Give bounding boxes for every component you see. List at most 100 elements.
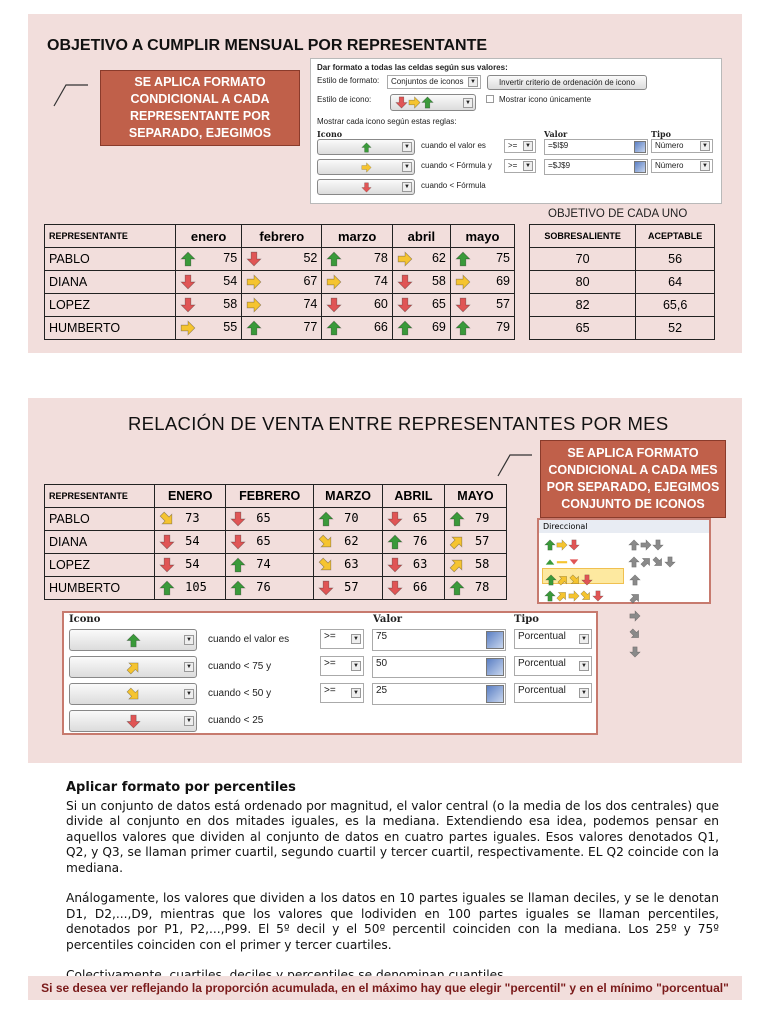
range-picker-icon[interactable]: [486, 631, 504, 649]
col-value-header: Valor: [544, 129, 568, 139]
sales-value: 74: [373, 274, 388, 288]
objective-table: SOBRESALIENTE ACEPTABLE 70 56 80 64 82 65,6 65 52: [528, 224, 715, 340]
icon-select[interactable]: ▼: [69, 683, 197, 705]
type-select[interactable]: Número ▼: [651, 159, 713, 173]
dash-yellow-arrow-icon: [556, 555, 568, 567]
value-input[interactable]: 25: [372, 683, 506, 705]
sales-cell: 74: [321, 270, 393, 294]
down-red-arrow-icon: [592, 589, 604, 602]
column-header: abril: [391, 224, 451, 248]
range-picker-icon[interactable]: [486, 658, 504, 676]
icon-set-option[interactable]: [542, 534, 706, 553]
up-green-arrow-icon: [318, 511, 334, 527]
icon-set-option[interactable]: [628, 535, 664, 553]
range-picker-icon[interactable]: [634, 141, 646, 153]
icon-set-option[interactable]: [542, 585, 706, 602]
sales-value: 57: [474, 534, 490, 548]
column-header: febrero: [241, 224, 323, 248]
right-yellow-arrow-icon: [326, 274, 342, 290]
sales-cell: 76: [225, 576, 315, 600]
sales-cell: 57: [313, 576, 383, 600]
type-select[interactable]: Porcentual ▼: [514, 683, 592, 703]
value-input[interactable]: 75: [372, 629, 506, 651]
explanation-heading: Aplicar formato por percentiles: [66, 780, 296, 795]
sales-value: 63: [344, 557, 359, 571]
value-text: 25: [376, 685, 388, 696]
representative-name: LOPEZ: [43, 553, 156, 577]
up-green-arrow-icon: [449, 511, 465, 527]
operator-select[interactable]: >= ▼: [504, 139, 536, 153]
representative-name: HUMBERTO: [44, 316, 176, 340]
right-yellow-arrow-icon: [246, 297, 262, 313]
sales-table-2: REPRESENTANTE ENERO FEBRERO MARZO ABRIL MAYO P…: [43, 484, 508, 600]
value-input[interactable]: =$I$9: [544, 139, 648, 155]
icon-select[interactable]: ▼: [69, 656, 197, 678]
chevron-down-icon: ▼: [579, 661, 589, 671]
right-yellow-arrow-icon: [568, 589, 580, 602]
sales-cell: 57: [443, 530, 508, 554]
up-green-arrow-icon: [180, 251, 196, 267]
show-icon-only-checkbox[interactable]: [486, 95, 494, 103]
format-style-select[interactable]: Conjuntos de iconos ▼: [387, 75, 481, 89]
invert-order-button[interactable]: Invertir criterio de ordenación de icono: [487, 75, 647, 90]
explanation-paragraph: Análogamente, los valores que dividen a …: [66, 891, 719, 952]
operator-select[interactable]: >= ▼: [320, 656, 364, 676]
icon-select[interactable]: ▼: [317, 139, 415, 155]
representative-name: DIANA: [43, 530, 156, 554]
value-input[interactable]: 50: [372, 656, 506, 678]
value-input[interactable]: =$J$9: [544, 159, 648, 175]
up-green-arrow-icon: [455, 320, 471, 336]
table-row: DIANA 54 65 62 76 57: [43, 530, 508, 554]
icon-set-option[interactable]: [542, 551, 706, 570]
chevron-down-icon: ▼: [468, 77, 478, 87]
icon-set-option[interactable]: [628, 552, 676, 570]
type-select[interactable]: Número ▼: [651, 139, 713, 153]
up-green-arrow-icon: [544, 589, 556, 602]
sales-cell: 60: [321, 293, 393, 317]
tri-down-red-arrow-icon: [568, 555, 580, 567]
sales-cell: 77: [241, 316, 323, 340]
column-header: ABRIL: [381, 484, 445, 508]
chevron-down-icon: ▼: [351, 661, 361, 671]
sales-value: 66: [412, 580, 428, 594]
operator-select[interactable]: >= ▼: [320, 629, 364, 649]
operator-select[interactable]: >= ▼: [320, 683, 364, 703]
column-header: MARZO: [313, 484, 383, 508]
sales-value: 75: [223, 251, 238, 265]
icon-set-option[interactable]: [629, 570, 641, 660]
range-picker-icon[interactable]: [486, 685, 504, 703]
objective-value: 80: [528, 270, 637, 294]
icon-style-select[interactable]: ▼: [390, 94, 476, 111]
diag-down-yellow-arrow-icon: [318, 557, 334, 573]
sales-value: 65: [412, 511, 428, 525]
sales-value: 54: [223, 274, 238, 288]
type-select[interactable]: Porcentual ▼: [514, 656, 592, 676]
column-header: marzo: [321, 224, 393, 248]
col-icon-header: Icono: [317, 129, 343, 139]
chevron-down-icon: ▼: [700, 161, 710, 171]
chevron-down-icon: ▼: [523, 161, 533, 171]
up-green-arrow-icon: [360, 141, 372, 153]
up-green-arrow-icon: [246, 320, 262, 336]
sales-cell: 66: [381, 576, 445, 600]
icon-select[interactable]: ▼: [69, 629, 197, 651]
type-value: Porcentual: [518, 631, 566, 642]
operator-select[interactable]: >= ▼: [504, 159, 536, 173]
column-header: FEBRERO: [225, 484, 315, 508]
sales-value: 65: [256, 511, 271, 525]
objective-value: 64: [635, 270, 715, 294]
type-select[interactable]: Porcentual ▼: [514, 629, 592, 649]
icon-select[interactable]: ▼: [317, 179, 415, 195]
sales-cell: 105: [154, 576, 227, 600]
icon-select[interactable]: ▼: [317, 159, 415, 175]
icon-select[interactable]: ▼: [69, 710, 197, 732]
header-row: REPRESENTANTE enero febrero marzo abril mayo: [44, 224, 516, 248]
sales-cell: 63: [313, 553, 383, 577]
icon-set-option[interactable]: [542, 568, 641, 658]
icon-rules-dialog-2: Icono Valor Tipo ▼ cuando el valor es >= ▼ 7…: [62, 611, 598, 735]
sales-value: 65: [256, 534, 271, 548]
chevron-down-icon: ▼: [579, 688, 589, 698]
range-picker-icon[interactable]: [634, 161, 646, 173]
up-green-arrow-icon: [544, 538, 556, 551]
section2-title: RELACIÓN DE VENTA ENTRE REPRESENTANTES P…: [128, 413, 669, 434]
